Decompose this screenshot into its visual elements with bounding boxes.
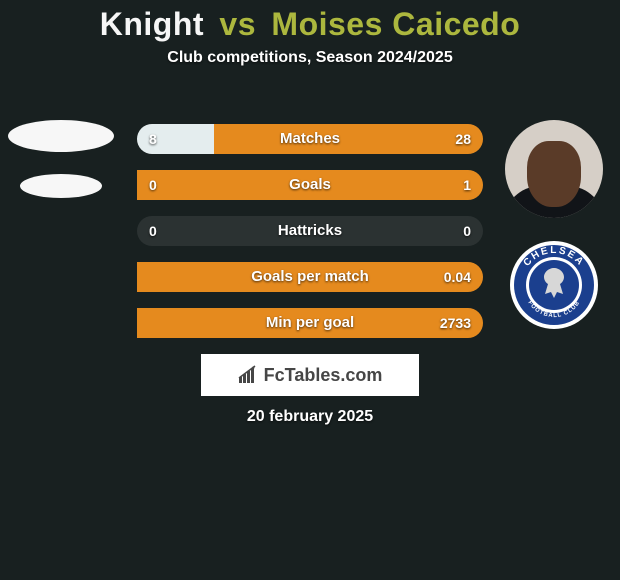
player-right-name: Moises Caicedo: [271, 6, 520, 42]
left-player-avatar-placeholder: [8, 120, 114, 152]
stat-label: Goals: [137, 170, 483, 200]
avatar-face: [527, 141, 581, 207]
stat-row: 2733Min per goal: [137, 308, 483, 338]
stat-label: Hattricks: [137, 216, 483, 246]
stats-container: 828Matches 01Goals 00Hattricks 0.04Goals pe…: [137, 124, 483, 354]
stat-row: 01Goals: [137, 170, 483, 200]
stat-row: 00Hattricks: [137, 216, 483, 246]
watermark-suffix: .com: [340, 365, 382, 385]
player-left-name: Knight: [100, 6, 204, 42]
left-player-column: [8, 120, 114, 216]
right-club-badge: CHELSEA FOOTBALL CLUB: [509, 240, 599, 330]
watermark: FcTables.com: [201, 354, 419, 396]
right-player-avatar: [505, 120, 603, 218]
stat-row: 0.04Goals per match: [137, 262, 483, 292]
vs-word: vs: [219, 6, 256, 42]
stat-label: Min per goal: [137, 308, 483, 338]
watermark-text: FcTables.com: [264, 365, 383, 386]
left-club-logo-placeholder: [20, 174, 102, 198]
watermark-prefix: Fc: [264, 365, 285, 385]
stat-label: Goals per match: [137, 262, 483, 292]
comparison-title: Knight vs Moises Caicedo: [0, 0, 620, 43]
watermark-bold: Tables: [285, 365, 341, 385]
right-player-column: CHELSEA FOOTBALL CLUB: [496, 120, 612, 330]
watermark-bars-icon: [238, 365, 260, 385]
stat-label: Matches: [137, 124, 483, 154]
stat-row: 828Matches: [137, 124, 483, 154]
date-line: 20 february 2025: [0, 408, 620, 426]
subtitle: Club competitions, Season 2024/2025: [0, 49, 620, 67]
